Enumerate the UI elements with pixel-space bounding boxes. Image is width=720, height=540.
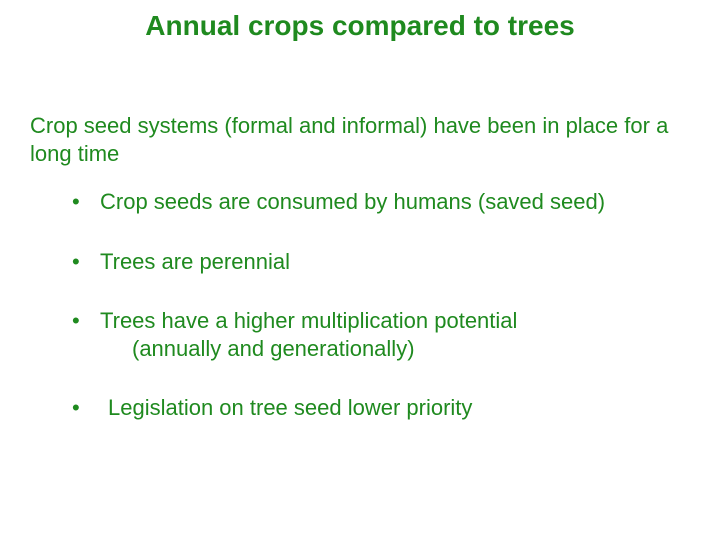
bullet-item: Trees have a higher multiplication poten… bbox=[68, 307, 668, 362]
slide: Annual crops compared to trees Crop seed… bbox=[0, 0, 720, 540]
bullet-subtext: (annually and generationally) bbox=[100, 335, 668, 363]
bullet-item: Crop seeds are consumed by humans (saved… bbox=[68, 188, 668, 216]
bullet-item: Trees are perennial bbox=[68, 248, 668, 276]
bullet-text: Legislation on tree seed lower priority bbox=[100, 395, 472, 420]
bullet-text: Trees are perennial bbox=[100, 249, 290, 274]
bullet-text: Trees have a higher multiplication poten… bbox=[100, 308, 517, 333]
bullet-list: Crop seeds are consumed by humans (saved… bbox=[68, 188, 668, 454]
intro-text: Crop seed systems (formal and informal) … bbox=[30, 112, 670, 167]
bullet-text: Crop seeds are consumed by humans (saved… bbox=[100, 189, 605, 214]
slide-title: Annual crops compared to trees bbox=[0, 10, 720, 42]
bullet-item: Legislation on tree seed lower priority bbox=[68, 394, 668, 422]
